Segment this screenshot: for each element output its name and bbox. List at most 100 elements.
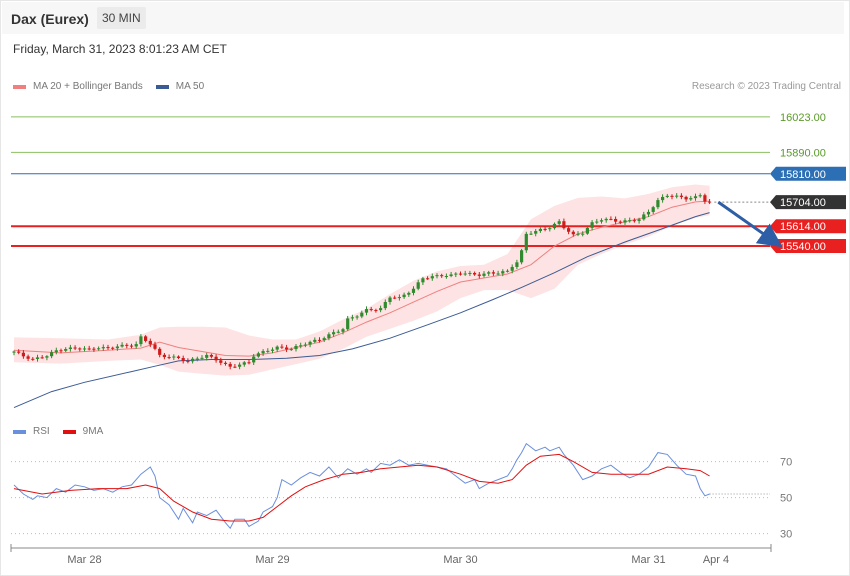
candle-body xyxy=(407,292,411,295)
ma20-line xyxy=(13,200,710,357)
candle-body xyxy=(92,348,96,350)
candle-body xyxy=(661,196,665,201)
candle-body xyxy=(543,228,547,230)
candle-body xyxy=(238,364,242,367)
candle-body xyxy=(256,353,260,357)
candle-body xyxy=(40,357,44,359)
candle-body xyxy=(567,228,571,232)
level-label-pivot: 15810.00 xyxy=(780,169,826,181)
ma50-line xyxy=(13,212,710,409)
candle-body xyxy=(651,207,655,212)
candle-body xyxy=(411,288,416,293)
candle-body xyxy=(21,352,25,357)
candle-body xyxy=(501,271,505,274)
candle-body xyxy=(139,336,143,345)
candle-body xyxy=(552,223,557,229)
candle-body xyxy=(111,347,115,349)
candle-body xyxy=(172,356,176,358)
candle-body xyxy=(529,233,533,235)
candle-body xyxy=(54,350,58,353)
candle-body xyxy=(679,195,683,197)
candle-body xyxy=(115,346,119,349)
time-tick-label: Mar 31 xyxy=(631,554,665,566)
candle-body xyxy=(642,214,646,220)
candle-body xyxy=(515,262,519,267)
candle-body xyxy=(12,351,16,353)
candle-body xyxy=(379,308,383,311)
candle-body xyxy=(167,357,171,359)
candle-body xyxy=(708,201,712,203)
candle-body xyxy=(350,317,354,319)
candle-body xyxy=(195,358,199,360)
candle-body xyxy=(200,357,204,359)
level-tag-support xyxy=(770,238,846,253)
candle-body xyxy=(637,219,641,221)
time-tick-label: Mar 30 xyxy=(443,554,477,566)
candle-body xyxy=(689,198,693,200)
candle-body xyxy=(393,297,397,299)
candle-body xyxy=(280,346,284,348)
legend-swatch-rsi xyxy=(13,429,26,434)
level-label-support: 15614.00 xyxy=(780,221,826,233)
candle-body xyxy=(487,272,491,274)
candle-body xyxy=(228,363,232,367)
candle-body xyxy=(548,228,552,230)
candle-body xyxy=(191,358,195,362)
candle-body xyxy=(209,354,213,357)
candle-body xyxy=(374,310,378,312)
candle-body xyxy=(242,362,246,365)
candle-body xyxy=(87,348,91,350)
candle-body xyxy=(294,346,298,350)
candle-body xyxy=(299,345,303,347)
timeframe-badge[interactable]: 30 MIN xyxy=(97,7,146,29)
candle-body xyxy=(510,266,514,271)
candle-body xyxy=(628,220,632,222)
candle-body xyxy=(576,233,580,235)
candle-body xyxy=(17,351,21,353)
candle-body xyxy=(604,218,608,221)
candle-body xyxy=(473,272,477,275)
candle-body xyxy=(599,220,604,222)
rsi-line xyxy=(13,442,710,530)
candle-body xyxy=(125,344,129,346)
projection-arrow xyxy=(717,200,783,248)
candle-body xyxy=(120,344,124,347)
candle-body xyxy=(397,297,401,299)
candle-body xyxy=(684,196,688,200)
candle-body xyxy=(435,275,439,277)
candle-body xyxy=(440,275,444,277)
legend-label-rsi: RSI xyxy=(33,426,50,437)
candle-body xyxy=(454,273,458,275)
candle-body xyxy=(430,276,434,279)
candle-body xyxy=(247,362,251,364)
candle-body xyxy=(491,272,495,274)
candle-body xyxy=(562,221,566,229)
candle-body xyxy=(346,318,350,330)
candle-body xyxy=(449,274,453,277)
candle-body xyxy=(134,344,138,347)
rsi-panel: 30 50 70 xyxy=(11,442,792,541)
candle-body xyxy=(534,231,538,234)
candle-body xyxy=(82,348,87,350)
candle-body xyxy=(421,278,425,283)
candle-body xyxy=(698,195,702,197)
candle-body xyxy=(585,227,589,234)
candle-body xyxy=(632,220,636,222)
rsi-tick-label: 50 xyxy=(780,493,792,505)
candle-body xyxy=(270,349,275,351)
candle-body xyxy=(590,222,594,228)
rsi-ma-line xyxy=(13,453,710,522)
candle-body xyxy=(505,270,510,272)
candle-body xyxy=(148,340,152,345)
level-label-resistance: 16023.00 xyxy=(780,112,826,124)
candle-body xyxy=(233,366,237,368)
candle-body xyxy=(675,195,679,197)
legend-item-rsi: RSI xyxy=(13,426,50,437)
time-tick-label: Mar 28 xyxy=(67,554,101,566)
chart-datetime: Friday, March 31, 2023 8:01:23 AM CET xyxy=(13,42,227,56)
candle-body xyxy=(129,345,134,347)
candle-body xyxy=(68,347,72,350)
candle-body xyxy=(524,233,528,251)
candle-body xyxy=(64,349,68,351)
